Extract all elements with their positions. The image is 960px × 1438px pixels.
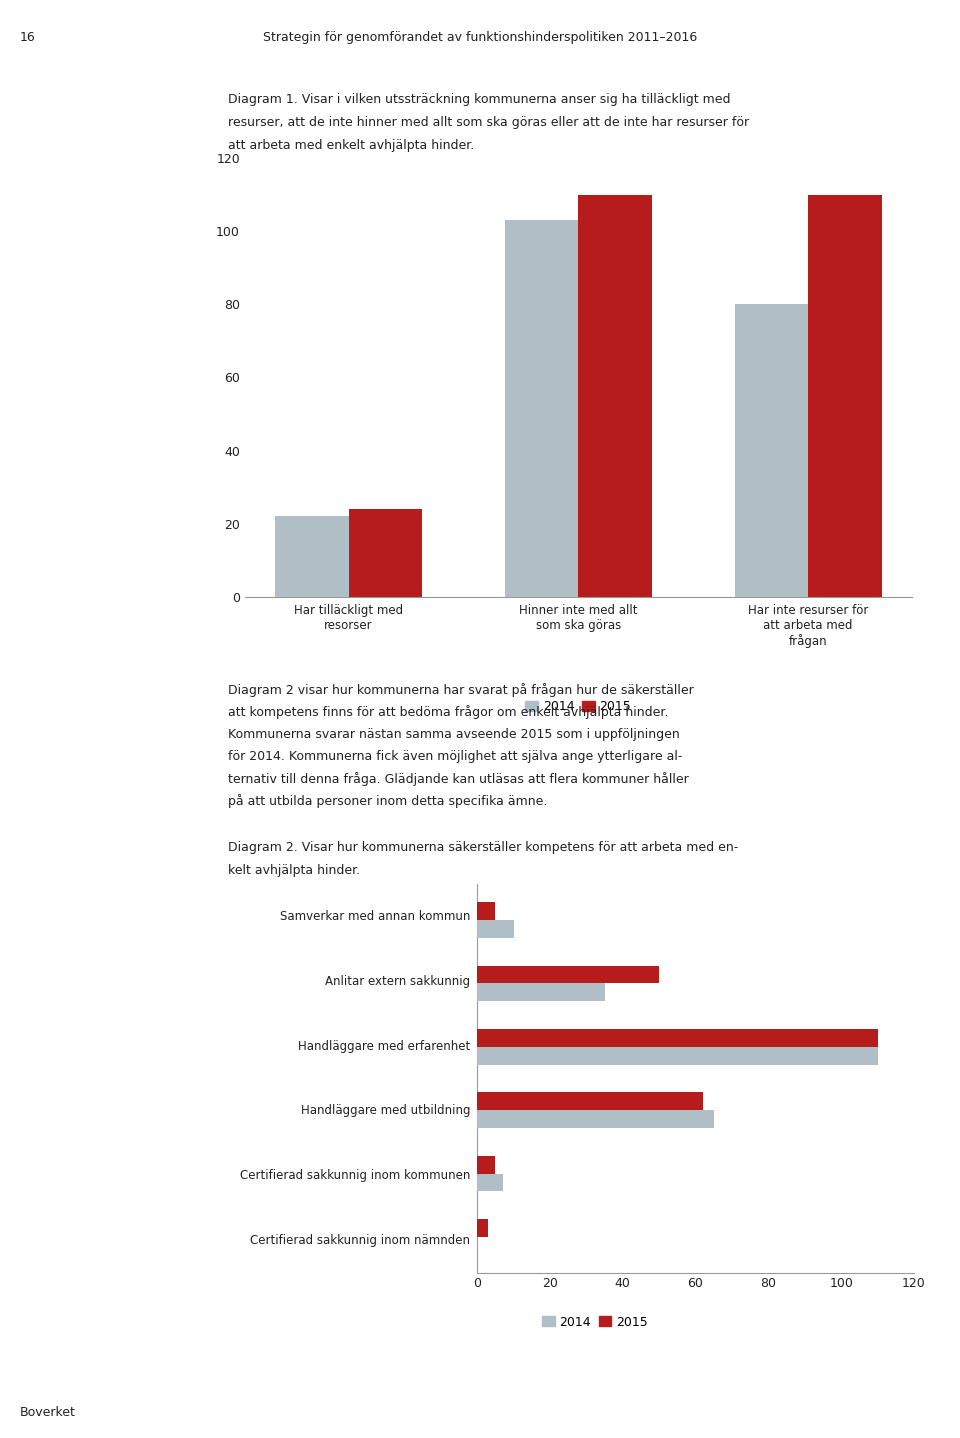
Text: Anlitar extern sakkunnig: Anlitar extern sakkunnig [325,975,470,988]
Bar [505,220,578,597]
Bar [477,1219,488,1237]
Legend: 2014, 2015: 2014, 2015 [525,700,632,713]
Text: Handläggare med utbildning: Handläggare med utbildning [300,1104,470,1117]
Text: för 2014. Kommunerna fick även möjlighet att själva ange ytterligare al-: för 2014. Kommunerna fick även möjlighet… [228,751,682,764]
Text: Strategin för genomförandet av funktionshinderspolitiken 2011–2016: Strategin för genomförandet av funktions… [263,30,697,45]
Bar [477,1093,703,1110]
Legend: 2014, 2015: 2014, 2015 [542,1316,648,1329]
Text: Diagram 1. Visar i vilken utssträckning kommunerna anser sig ha tilläckligt med: Diagram 1. Visar i vilken utssträckning … [228,93,730,106]
Text: resurser, att de inte hinner med allt som ska göras eller att de inte har resurs: resurser, att de inte hinner med allt so… [228,116,749,129]
Bar [477,1173,503,1192]
Bar [477,902,495,920]
Bar [348,509,422,597]
Bar [578,194,652,597]
Text: 16: 16 [20,30,36,45]
Bar [477,1030,877,1047]
Text: ternativ till denna fråga. Glädjande kan utläsas att flera kommuner håller: ternativ till denna fråga. Glädjande kan… [228,772,688,787]
Text: Diagram 2 visar hur kommunerna har svarat på frågan hur de säkerställer: Diagram 2 visar hur kommunerna har svara… [228,683,693,697]
Bar [477,1110,713,1127]
Text: kelt avhjälpta hinder.: kelt avhjälpta hinder. [228,864,360,877]
Bar [477,920,514,938]
Bar [477,1047,877,1064]
Text: att kompetens finns för att bedöma frågor om enkelt avhjälpta hinder.: att kompetens finns för att bedöma frågo… [228,705,668,719]
Text: Kommunerna svarar nästan samma avseende 2015 som i uppföljningen: Kommunerna svarar nästan samma avseende … [228,728,680,741]
Text: Certifierad sakkunnig inom kommunen: Certifierad sakkunnig inom kommunen [240,1169,470,1182]
Text: på att utbilda personer inom detta specifika ämne.: på att utbilda personer inom detta speci… [228,794,547,808]
Text: Samverkar med annan kommun: Samverkar med annan kommun [280,910,470,923]
Bar [477,965,660,984]
Bar [734,305,808,597]
Text: Certifierad sakkunnig inom nämnden: Certifierad sakkunnig inom nämnden [251,1234,470,1247]
Text: Boverket: Boverket [20,1406,76,1419]
Text: Diagram 2. Visar hur kommunerna säkerställer kompetens för att arbeta med en-: Diagram 2. Visar hur kommunerna säkerstä… [228,841,738,854]
Bar [477,984,605,1001]
Bar [808,194,881,597]
Bar [477,1156,495,1173]
Bar [276,516,348,597]
Text: Handläggare med erfarenhet: Handläggare med erfarenhet [299,1040,470,1053]
Text: att arbeta med enkelt avhjälpta hinder.: att arbeta med enkelt avhjälpta hinder. [228,139,474,152]
